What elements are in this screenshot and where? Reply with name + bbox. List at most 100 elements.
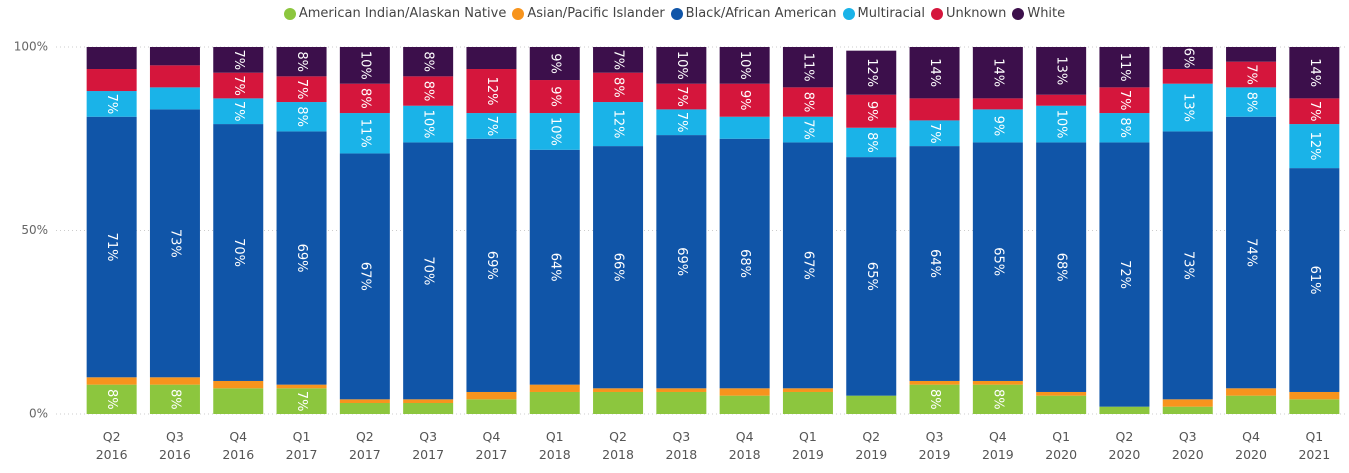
bar-segment [276,384,327,389]
bar-segment [846,127,897,158]
bar-segment [909,380,960,385]
data-label: 7% [674,86,689,107]
bar-segment [339,113,390,154]
bar-segment [339,399,390,403]
x-tick-label: Q4 2017 [475,429,508,462]
y-tick-label: 100% [14,40,48,54]
legend-label: American Indian/Alaskan Native [298,6,507,21]
bar-segment [593,72,644,103]
x-tick-label: Q1 2021 [1298,429,1331,462]
data-label: 70% [231,238,246,267]
data-label: 7% [104,94,119,115]
legend-item: White [1012,6,1065,21]
data-label: 69% [484,251,499,280]
bar-segment [656,135,707,389]
bar-segment [86,91,137,117]
x-tick-label: Q2 2016 [95,429,128,462]
bar-segment [593,102,644,147]
bar-segment [1226,61,1277,88]
bar-segment [656,83,707,110]
data-label: 6% [1180,48,1195,69]
bar-segment [1099,406,1150,414]
bar-segment [719,138,770,389]
bar-segment [593,388,644,392]
data-label: 8% [167,389,182,410]
data-label: 11% [357,119,372,148]
y-tick-label: 0% [29,407,48,421]
x-tick-label: Q2 2019 [855,429,888,462]
bar-segment [149,87,200,110]
x-tick-label: Q3 2018 [665,429,698,462]
legend-swatch [930,7,943,20]
bar-segment [1162,47,1213,70]
legend-label: Black/African American [685,6,837,21]
bar-segment [1036,142,1087,392]
x-tick-label: Q4 2018 [728,429,761,462]
data-label: 14% [927,58,942,87]
bar-segment [466,391,517,400]
bar-segment [972,98,1023,110]
bar-segment [403,142,454,400]
bar-segment [149,377,200,385]
bar-segment [276,76,327,103]
data-label: 8% [1244,92,1259,113]
bar-segment [909,98,960,121]
data-label: 72% [1117,260,1132,289]
data-label: 12% [484,77,499,106]
bar-segment [1162,406,1213,414]
legend-swatch [512,7,525,20]
data-label: 65% [990,247,1005,276]
legend-label: Asian/Pacific Islander [527,6,665,21]
bar-segment [593,391,644,414]
data-label: 9% [864,101,879,122]
data-label: 8% [1117,117,1132,138]
data-label: 8% [357,88,372,109]
bar-segment [1226,395,1277,414]
bar-segment [909,120,960,147]
bar-segment [782,47,833,88]
data-label: 68% [737,249,752,278]
bar-segment [719,47,770,84]
legend-item: Unknown [930,6,1006,21]
x-tick-label: Q3 2017 [412,429,445,462]
bar-segment [1036,47,1087,95]
bar-segment [719,83,770,117]
data-label: 64% [927,249,942,278]
bar-segment [1036,94,1087,106]
data-label: 7% [231,75,246,96]
bar-segment [593,146,644,389]
x-tick-label: Q4 2019 [981,429,1014,462]
bar-segment [403,47,454,77]
bar-segment [86,47,137,70]
bar-segment [86,69,137,92]
legend-item: American Indian/Alaskan Native [283,6,507,21]
bar-segment [719,388,770,396]
bar-segment [466,113,517,139]
data-label: 7% [1117,90,1132,111]
data-label: 12% [1307,132,1322,161]
bar-segment [1289,98,1340,125]
bar-segment [529,391,580,414]
bar-segment [1226,116,1277,389]
bar-segment [972,47,1023,99]
legend-swatch [670,7,683,20]
bar-segment [529,80,580,114]
x-tick-label: Q3 2020 [1171,429,1204,462]
bar-segment [339,47,390,84]
x-tick-label: Q2 2020 [1108,429,1141,462]
bar-segment [149,109,200,378]
bar-segment [529,113,580,150]
bar-segment [1099,113,1150,143]
legend-swatch [842,7,855,20]
bar-segment [149,47,200,66]
data-label: 8% [800,92,815,113]
data-label: 10% [674,51,689,80]
bar-segment [339,83,390,114]
data-label: 14% [1307,58,1322,87]
data-label: 9% [737,90,752,111]
data-label: 67% [357,262,372,291]
bar-segment [1226,47,1277,62]
bar-segment [846,50,897,95]
